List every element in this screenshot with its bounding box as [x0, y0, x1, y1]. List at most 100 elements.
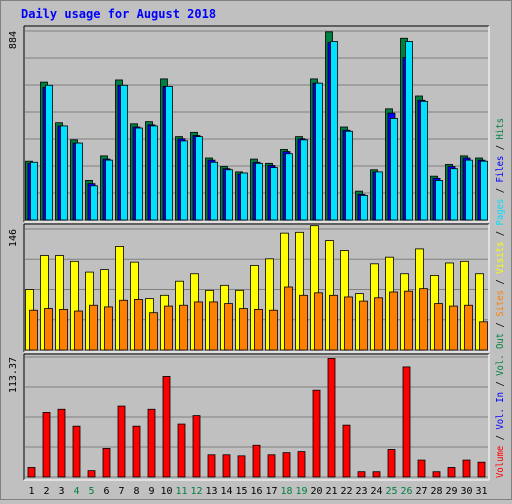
- bar-sites-day-13: [209, 301, 218, 351]
- bar-volume-day-14: [222, 454, 231, 478]
- side-legend-entry: /: [495, 274, 506, 290]
- side-legend-entry: Hits: [495, 118, 506, 139]
- x-tick-label-day-6: 6: [103, 486, 109, 497]
- x-tick-label-day-27: 27: [415, 486, 427, 497]
- x-tick-label-day-18: 18: [280, 486, 292, 497]
- bar-sites-day-12: [194, 301, 203, 351]
- bar-sites-day-8: [134, 299, 143, 351]
- bar-sites-day-30: [464, 304, 473, 351]
- bar-volume-day-21: [327, 358, 336, 478]
- bar-pages-day-29: [450, 168, 458, 221]
- bar-sites-day-20: [314, 292, 323, 351]
- x-tick-label-day-17: 17: [265, 486, 277, 497]
- bar-pages-day-18: [285, 153, 293, 221]
- bar-pages-day-17: [270, 167, 278, 221]
- panel-top-ymax-label: 884: [8, 31, 19, 49]
- x-tick-label-day-10: 10: [160, 486, 172, 497]
- bar-volume-day-12: [192, 415, 201, 478]
- side-legend-entry: Files: [495, 156, 506, 183]
- bar-sites-day-14: [224, 303, 233, 351]
- bar-volume-day-9: [147, 408, 156, 478]
- panel-bottom-ymax-label: 113.37: [8, 357, 19, 393]
- bar-sites-day-10: [164, 305, 173, 351]
- bar-volume-day-16: [252, 444, 261, 478]
- bar-volume-day-31: [477, 461, 486, 478]
- x-tick-label-day-31: 31: [475, 486, 487, 497]
- bar-pages-day-22: [345, 130, 353, 221]
- bar-pages-day-15: [240, 172, 248, 221]
- x-tick-label-day-16: 16: [250, 486, 262, 497]
- bar-sites-day-5: [89, 304, 98, 351]
- side-legend-entry: Volume: [495, 446, 506, 478]
- bar-volume-day-3: [57, 408, 66, 478]
- bar-pages-day-26: [405, 41, 413, 221]
- x-tick-label-day-20: 20: [310, 486, 322, 497]
- bar-volume-day-15: [237, 455, 246, 478]
- side-legend-entry: /: [495, 430, 506, 446]
- bar-pages-day-1: [30, 161, 38, 221]
- bar-sites-day-1: [29, 309, 38, 351]
- bar-pages-day-5: [90, 185, 98, 221]
- bar-pages-day-4: [75, 142, 83, 221]
- bar-volume-day-27: [417, 459, 426, 478]
- bar-sites-day-18: [284, 286, 293, 351]
- x-tick-label-day-19: 19: [295, 486, 307, 497]
- bar-sites-day-11: [179, 304, 188, 351]
- bar-volume-day-7: [117, 405, 126, 478]
- bar-volume-day-20: [312, 389, 321, 478]
- bar-pages-day-28: [435, 180, 443, 221]
- side-legend-entry: Visits: [495, 242, 506, 274]
- bar-volume-day-29: [447, 467, 456, 478]
- bar-sites-day-15: [239, 308, 248, 351]
- chart-title: Daily usage for August 2018: [21, 7, 216, 21]
- bar-pages-day-30: [465, 159, 473, 221]
- bar-pages-day-16: [255, 162, 263, 221]
- bar-volume-day-18: [282, 452, 291, 478]
- bar-volume-day-13: [207, 454, 216, 478]
- bar-pages-day-2: [45, 84, 53, 221]
- side-legend-entry: /: [495, 139, 506, 155]
- bar-sites-day-22: [344, 296, 353, 351]
- bar-sites-day-31: [479, 321, 488, 351]
- bar-sites-day-3: [59, 308, 68, 351]
- bar-volume-day-4: [72, 425, 81, 478]
- x-tick-label-day-21: 21: [325, 486, 337, 497]
- x-tick-label-day-15: 15: [235, 486, 247, 497]
- bar-volume-day-24: [372, 471, 381, 478]
- bar-volume-day-26: [402, 366, 411, 478]
- bar-pages-day-21: [330, 41, 338, 221]
- bar-pages-day-23: [360, 195, 368, 221]
- bar-volume-day-8: [132, 425, 141, 478]
- bar-pages-day-31: [480, 160, 488, 221]
- bar-pages-day-3: [60, 125, 68, 221]
- bar-pages-day-10: [165, 85, 173, 221]
- bar-volume-day-17: [267, 454, 276, 478]
- bar-sites-day-23: [359, 300, 368, 351]
- bar-volume-day-6: [102, 448, 111, 478]
- bar-pages-day-6: [105, 159, 113, 221]
- side-legend-entry: Vol. Out: [495, 333, 506, 376]
- bar-pages-day-25: [390, 118, 398, 221]
- bar-volume-day-19: [297, 451, 306, 478]
- bar-pages-day-19: [300, 139, 308, 221]
- x-tick-label-day-5: 5: [88, 486, 94, 497]
- x-tick-label-day-1: 1: [28, 486, 34, 497]
- side-legend-entry: /: [495, 317, 506, 333]
- x-tick-label-day-29: 29: [445, 486, 457, 497]
- x-tick-label-day-7: 7: [118, 486, 124, 497]
- bar-sites-day-29: [449, 305, 458, 351]
- x-tick-label-day-14: 14: [220, 486, 232, 497]
- bar-volume-day-30: [462, 459, 471, 478]
- bar-pages-day-24: [375, 171, 383, 221]
- side-legend-entry: Sites: [495, 290, 506, 317]
- x-tick-label-day-13: 13: [205, 486, 217, 497]
- bar-sites-day-4: [74, 310, 83, 351]
- x-tick-label-day-22: 22: [340, 486, 352, 497]
- bar-sites-day-28: [434, 303, 443, 351]
- bar-volume-day-23: [357, 471, 366, 478]
- bar-volume-day-22: [342, 424, 351, 478]
- bar-pages-day-12: [195, 136, 203, 221]
- bar-pages-day-13: [210, 161, 218, 221]
- side-legend: Volume / Vol. In / Vol. Out / Sites / Vi…: [495, 118, 506, 478]
